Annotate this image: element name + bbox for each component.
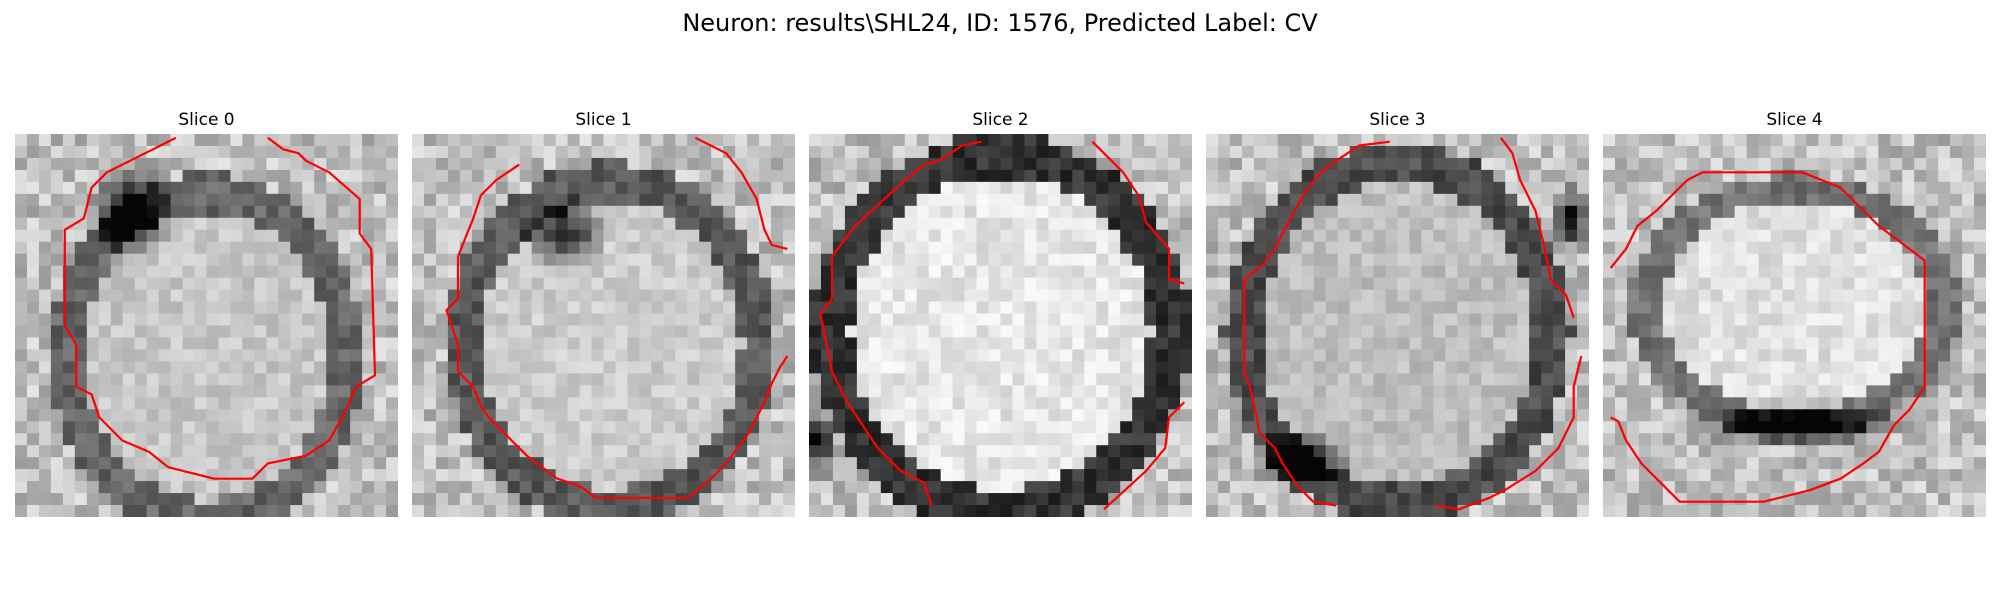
contour-line bbox=[1243, 140, 1390, 507]
slice-title: Slice 0 bbox=[178, 110, 235, 130]
slice-panel-3: Slice 3 bbox=[1206, 108, 1589, 517]
slice-panel-4: Slice 4 bbox=[1603, 108, 1986, 517]
contour-line bbox=[694, 136, 788, 250]
contour-line bbox=[63, 136, 377, 480]
slice-title: Slice 1 bbox=[575, 110, 632, 130]
contour-line bbox=[1091, 140, 1185, 285]
slice-image bbox=[809, 134, 1192, 517]
slice-image bbox=[1603, 134, 1986, 517]
contour-line bbox=[1500, 137, 1575, 319]
contour-line bbox=[819, 140, 982, 506]
slice-panel-1: Slice 1 bbox=[412, 108, 795, 517]
contour-line bbox=[1435, 355, 1583, 511]
slice-title: Slice 3 bbox=[1369, 110, 1426, 130]
contour-line bbox=[1103, 401, 1186, 511]
slice-title: Slice 4 bbox=[1766, 110, 1823, 130]
slice-title: Slice 2 bbox=[972, 110, 1029, 130]
slice-image bbox=[1206, 134, 1589, 517]
slice-image bbox=[412, 134, 795, 517]
contour-line bbox=[445, 163, 789, 499]
figure-title: Neuron: results\SHL24, ID: 1576, Predict… bbox=[682, 9, 1318, 37]
slice-panel-0: Slice 0 bbox=[15, 108, 398, 517]
slice-image bbox=[15, 134, 398, 517]
contour-line bbox=[1609, 171, 1926, 503]
slice-panel-2: Slice 2 bbox=[809, 108, 1192, 517]
